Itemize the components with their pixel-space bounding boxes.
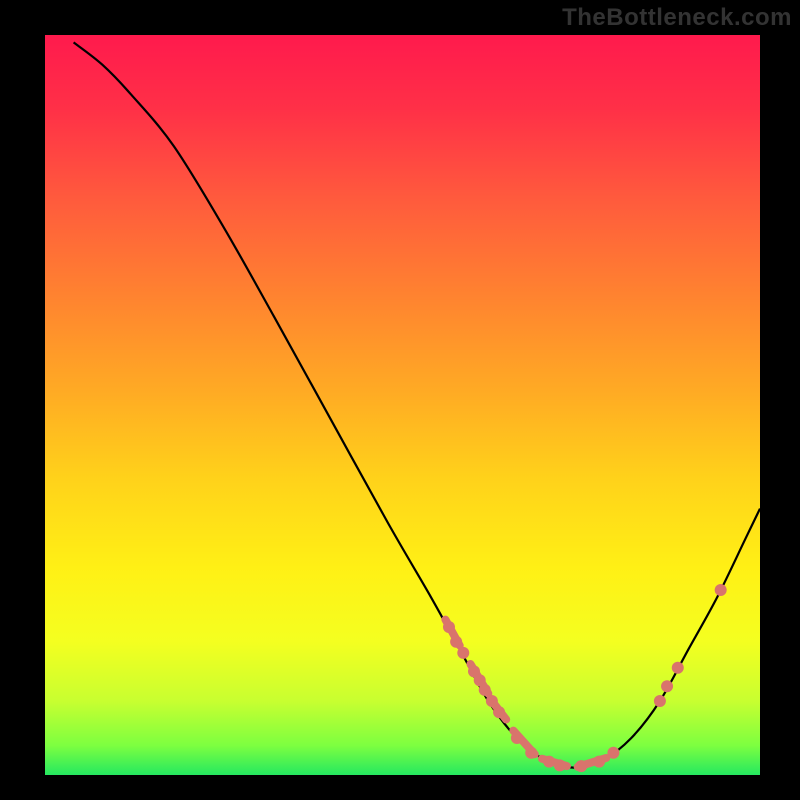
stage: TheBottleneck.com — [0, 0, 800, 800]
data-point — [493, 706, 505, 718]
bottleneck-curve — [74, 42, 760, 767]
plot-area — [45, 35, 760, 775]
data-point — [654, 695, 666, 707]
data-point — [450, 636, 462, 648]
data-point — [554, 759, 566, 771]
data-point — [479, 684, 491, 696]
bottleneck-curve-chart — [45, 35, 760, 775]
data-point — [443, 621, 455, 633]
data-point — [543, 756, 555, 768]
data-point — [525, 747, 537, 759]
data-point — [575, 760, 587, 772]
data-point — [715, 584, 727, 596]
data-point — [661, 680, 673, 692]
watermark-text: TheBottleneck.com — [562, 4, 792, 32]
data-point — [593, 756, 605, 768]
data-point — [511, 732, 523, 744]
data-point — [607, 747, 619, 759]
data-point — [457, 647, 469, 659]
data-point — [672, 662, 684, 674]
data-point — [486, 695, 498, 707]
